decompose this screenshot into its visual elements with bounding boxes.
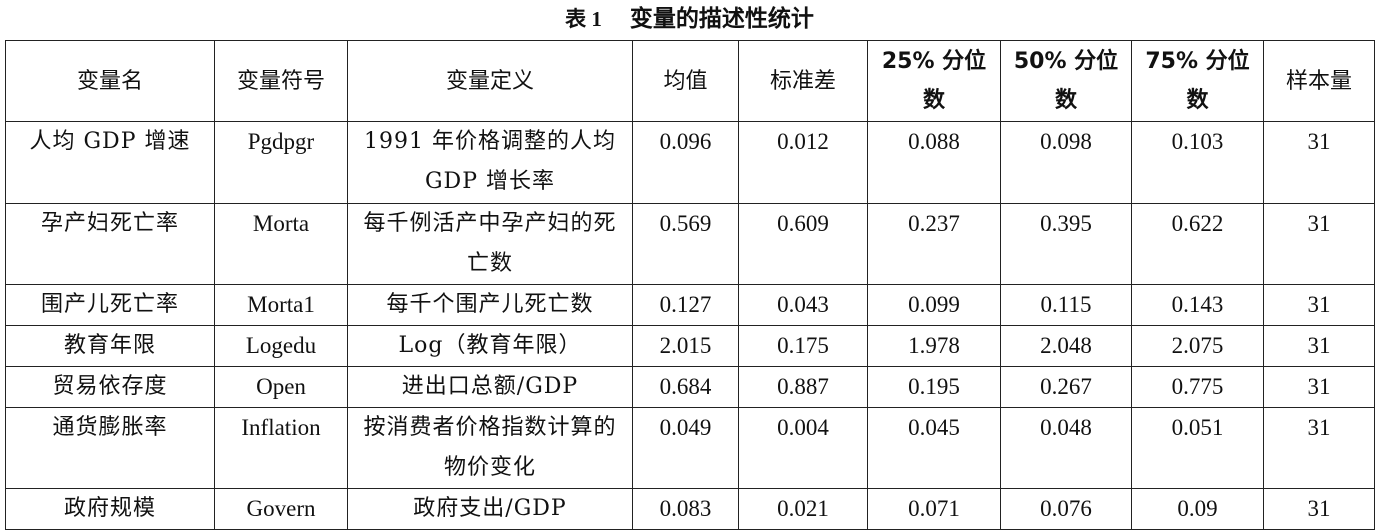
cell-symbol: Pgdpgr — [214, 121, 348, 204]
cell-definition: 进出口总额/GDP — [347, 366, 633, 408]
cell-p75: 0.051 — [1131, 407, 1264, 489]
cell-n: 31 — [1263, 366, 1375, 408]
header-cell-p75: 75% 分位数 — [1131, 40, 1264, 122]
cell-name: 贸易依存度 — [5, 366, 215, 408]
cell-symbol: Open — [214, 366, 348, 408]
cell-definition: 按消费者价格指数计算的物价变化 — [347, 407, 633, 489]
cell-symbol: Govern — [214, 488, 348, 530]
cell-mean: 2.015 — [632, 325, 739, 367]
header-cell-symbol: 变量符号 — [214, 40, 348, 122]
cell-sd: 0.609 — [738, 203, 868, 285]
header-cell-p50: 50% 分位数 — [1000, 40, 1132, 122]
cell-p25: 0.237 — [867, 203, 1001, 285]
cell-p75: 0.775 — [1131, 366, 1264, 408]
cell-n: 31 — [1263, 121, 1375, 204]
cell-p50: 0.115 — [1000, 284, 1132, 326]
cell-definition: 每千例活产中孕产妇的死亡数 — [347, 203, 633, 285]
cell-mean: 0.569 — [632, 203, 739, 285]
cell-mean: 0.684 — [632, 366, 739, 408]
table-row: 教育年限 Logedu Log（教育年限） 2.015 0.175 1.978 … — [5, 325, 1375, 367]
cell-p50: 0.098 — [1000, 121, 1132, 204]
cell-definition: 每千个围产儿死亡数 — [347, 284, 633, 326]
cell-symbol: Inflation — [214, 407, 348, 489]
table-row: 贸易依存度 Open 进出口总额/GDP 0.684 0.887 0.195 0… — [5, 366, 1375, 408]
cell-sd: 0.043 — [738, 284, 868, 326]
table-row: 围产儿死亡率 Morta1 每千个围产儿死亡数 0.127 0.043 0.09… — [5, 284, 1375, 326]
descriptive-statistics-table: 变量名 变量符号 变量定义 均值 标准差 25% 分位数 50% 分位数 75%… — [5, 40, 1375, 530]
table-row: 通货膨胀率 Inflation 按消费者价格指数计算的物价变化 0.049 0.… — [5, 407, 1375, 489]
cell-p25: 0.071 — [867, 488, 1001, 530]
cell-p50: 2.048 — [1000, 325, 1132, 367]
header-cell-mean: 均值 — [632, 40, 739, 122]
cell-definition: 1991 年价格调整的人均 GDP 增长率 — [347, 121, 633, 204]
cell-p25: 1.978 — [867, 325, 1001, 367]
header-cell-name: 变量名 — [5, 40, 215, 122]
cell-name: 孕产妇死亡率 — [5, 203, 215, 285]
cell-n: 31 — [1263, 488, 1375, 530]
cell-name: 围产儿死亡率 — [5, 284, 215, 326]
cell-mean: 0.096 — [632, 121, 739, 204]
cell-p75: 0.103 — [1131, 121, 1264, 204]
cell-p25: 0.195 — [867, 366, 1001, 408]
header-cell-n: 样本量 — [1263, 40, 1375, 122]
cell-p75: 2.075 — [1131, 325, 1264, 367]
cell-sd: 0.175 — [738, 325, 868, 367]
cell-symbol: Morta1 — [214, 284, 348, 326]
cell-p75: 0.143 — [1131, 284, 1264, 326]
header-cell-definition: 变量定义 — [347, 40, 633, 122]
cell-p75: 0.09 — [1131, 488, 1264, 530]
header-cell-sd: 标准差 — [738, 40, 868, 122]
cell-p50: 0.076 — [1000, 488, 1132, 530]
cell-name: 教育年限 — [5, 325, 215, 367]
header-cell-p25: 25% 分位数 — [867, 40, 1001, 122]
cell-sd: 0.004 — [738, 407, 868, 489]
cell-p25: 0.045 — [867, 407, 1001, 489]
cell-symbol: Logedu — [214, 325, 348, 367]
cell-name: 政府规模 — [5, 488, 215, 530]
cell-n: 31 — [1263, 407, 1375, 489]
table-row: 人均 GDP 增速 Pgdpgr 1991 年价格调整的人均 GDP 增长率 0… — [5, 121, 1375, 204]
cell-name: 通货膨胀率 — [5, 407, 215, 489]
cell-sd: 0.887 — [738, 366, 868, 408]
table-caption: 表 1 变量的描述性统计 — [0, 2, 1379, 36]
cell-n: 31 — [1263, 325, 1375, 367]
cell-sd: 0.012 — [738, 121, 868, 204]
header-row: 变量名 变量符号 变量定义 均值 标准差 25% 分位数 50% 分位数 75%… — [5, 40, 1375, 122]
cell-n: 31 — [1263, 203, 1375, 285]
cell-p25: 0.088 — [867, 121, 1001, 204]
cell-name: 人均 GDP 增速 — [5, 121, 215, 204]
cell-p75: 0.622 — [1131, 203, 1264, 285]
cell-mean: 0.083 — [632, 488, 739, 530]
cell-definition: 政府支出/GDP — [347, 488, 633, 530]
cell-p50: 0.048 — [1000, 407, 1132, 489]
table-number: 表 1 — [565, 7, 602, 31]
cell-p50: 0.267 — [1000, 366, 1132, 408]
cell-p50: 0.395 — [1000, 203, 1132, 285]
table-row: 政府规模 Govern 政府支出/GDP 0.083 0.021 0.071 0… — [5, 488, 1375, 530]
cell-sd: 0.021 — [738, 488, 868, 530]
cell-p25: 0.099 — [867, 284, 1001, 326]
cell-n: 31 — [1263, 284, 1375, 326]
cell-definition: Log（教育年限） — [347, 325, 633, 367]
table-title: 变量的描述性统计 — [629, 5, 814, 32]
table-row: 孕产妇死亡率 Morta 每千例活产中孕产妇的死亡数 0.569 0.609 0… — [5, 203, 1375, 285]
cell-mean: 0.049 — [632, 407, 739, 489]
cell-symbol: Morta — [214, 203, 348, 285]
cell-mean: 0.127 — [632, 284, 739, 326]
